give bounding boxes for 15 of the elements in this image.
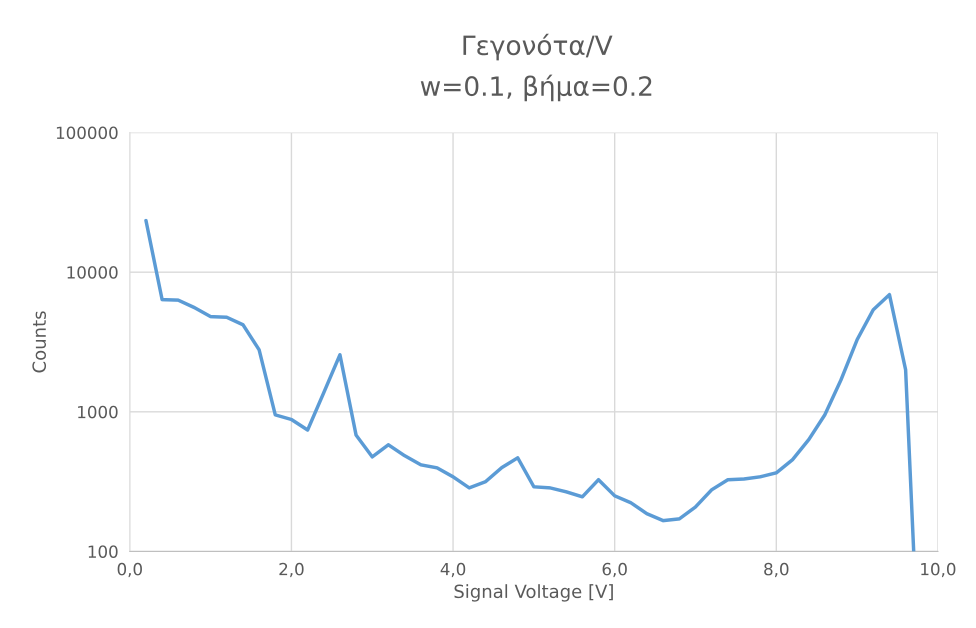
x-tick-label: 10,0 [921, 562, 956, 578]
y-tick-label: 10000 [68, 266, 118, 279]
y-tick-label: 100000 [56, 126, 118, 140]
x-tick-label: 6,0 [602, 562, 627, 578]
x-tick-label: 4,0 [440, 562, 466, 578]
y-tick-label: 1000 [78, 406, 118, 418]
y-tick-label: 100 [88, 545, 118, 558]
x-tick-label: 2,0 [279, 562, 304, 578]
x-tick-label: 0,0 [118, 562, 142, 578]
chart-subtitle: w=0.1, βήμα=0.2 [420, 74, 652, 102]
x-tick-label: 8,0 [764, 562, 788, 578]
line-series [144, 218, 916, 552]
chart-title: Γεγονότα/V [463, 34, 612, 60]
y-axis-title: Counts [32, 311, 46, 372]
x-axis-title: Signal Voltage [V] [454, 584, 613, 602]
